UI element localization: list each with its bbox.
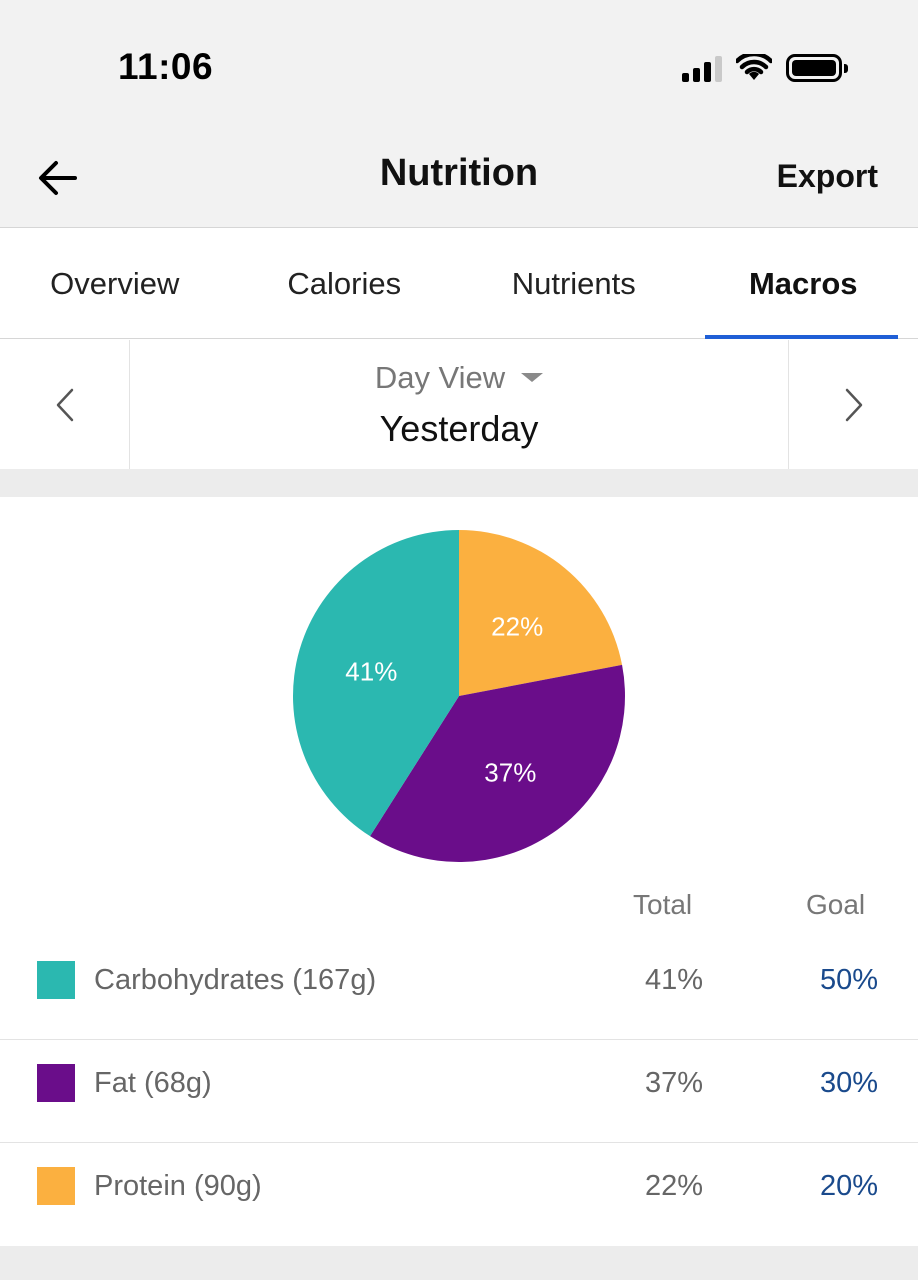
table-row: Protein (90g) 22% 20% <box>0 1143 918 1246</box>
pie-slice <box>293 530 459 837</box>
pie-slice-label: 22% <box>491 612 543 642</box>
view-mode-dropdown[interactable]: Day View <box>374 359 544 396</box>
fat-swatch <box>37 1064 75 1102</box>
total-column-header: Total <box>633 889 693 920</box>
next-day-button[interactable] <box>788 340 918 469</box>
export-button[interactable]: Export <box>776 158 878 194</box>
back-arrow-icon <box>39 161 77 195</box>
pie-slice-label: 41% <box>345 657 397 687</box>
protein-swatch <box>37 1167 75 1205</box>
tab-bar: Overview Calories Nutrients Macros <box>0 229 918 339</box>
tab-overview[interactable]: Overview <box>50 265 180 301</box>
macro-label: Fat (68g) <box>94 1067 212 1099</box>
status-icons <box>682 50 848 86</box>
macro-total: 37% <box>644 1067 703 1099</box>
table-row: Carbohydrates (167g) 41% 50% <box>0 937 918 1040</box>
bottom-divider <box>0 1246 918 1280</box>
macro-total: 41% <box>644 964 703 996</box>
goal-column-header: Goal <box>806 889 866 920</box>
macro-label: Protein (90g) <box>94 1170 262 1202</box>
macro-goal: 30% <box>819 1067 878 1099</box>
previous-day-button[interactable] <box>0 340 130 469</box>
macro-label: Carbohydrates (167g) <box>94 964 377 996</box>
section-divider <box>0 469 918 497</box>
wifi-icon <box>736 54 772 80</box>
macro-total: 22% <box>644 1170 703 1202</box>
status-time: 11:06 <box>118 46 214 87</box>
carbohydrates-swatch <box>37 961 75 999</box>
day-view-selector[interactable]: Day View Yesterday <box>130 340 788 469</box>
macro-goal: 20% <box>819 1170 878 1202</box>
tab-nutrients[interactable]: Nutrients <box>511 265 636 301</box>
top-bar: 11:06 Nutrition Export <box>0 0 918 228</box>
table-header: Total Goal <box>0 877 918 937</box>
macro-goal: 50% <box>819 964 878 996</box>
pie-chart-svg: 22% 37% 41% <box>293 530 625 862</box>
tab-macros[interactable]: Macros <box>689 229 918 339</box>
macros-table: Total Goal Carbohydrates (167g) 41% 50% … <box>0 877 918 1246</box>
caret-down-icon <box>521 373 544 382</box>
table-row: Fat (68g) 37% 30% <box>0 1040 918 1143</box>
pie-slice-label: 37% <box>484 758 536 788</box>
chevron-right-icon <box>845 388 862 421</box>
tab-calories[interactable]: Calories <box>287 265 402 301</box>
cellular-signal-icon <box>682 54 722 82</box>
macros-pie-chart: 22% 37% 41% <box>0 497 918 877</box>
day-selector: Day View Yesterday <box>0 340 918 469</box>
chevron-left-icon <box>56 388 73 421</box>
view-mode-label: Day View <box>374 359 506 395</box>
pie-slice <box>370 664 625 862</box>
selected-day-label: Yesterday <box>379 407 539 449</box>
battery-icon <box>786 54 848 82</box>
back-button[interactable] <box>30 150 86 206</box>
pie-slice <box>459 530 623 696</box>
